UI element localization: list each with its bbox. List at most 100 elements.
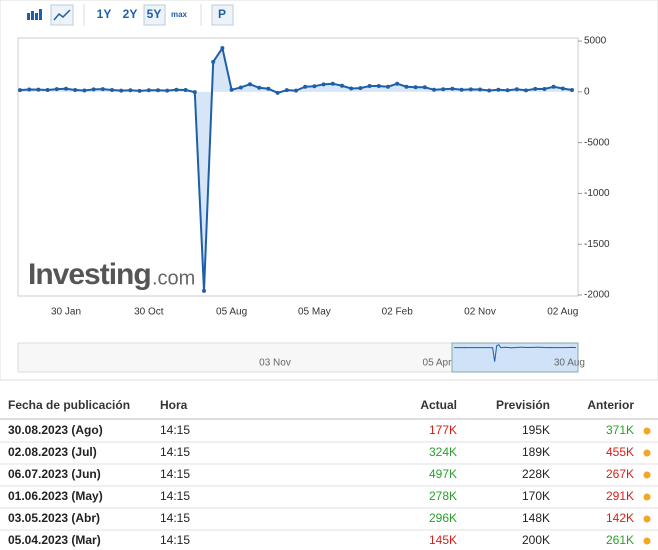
previous-cell: 261K (606, 533, 634, 547)
x-tick-label: 30 Jan (51, 307, 81, 318)
previous-cell: 371K (606, 423, 634, 437)
point (128, 88, 133, 93)
point (422, 85, 427, 90)
x-tick-label: 05 May (298, 307, 331, 318)
point (54, 87, 59, 92)
y-tick-label: -2000 (584, 290, 610, 301)
table-header: Previsión (496, 398, 550, 412)
point (312, 84, 317, 89)
actual-cell: 497K (429, 467, 457, 481)
actual-cell: 296K (429, 511, 457, 525)
time-cell: 14:15 (160, 423, 190, 437)
navigator-label: 30 Aug (554, 358, 585, 369)
point (459, 87, 464, 92)
point (91, 87, 96, 92)
forecast-cell: 148K (522, 511, 550, 525)
x-tick-label: 05 Aug (216, 307, 247, 318)
point (64, 86, 68, 91)
point (73, 88, 78, 93)
point (174, 87, 179, 92)
point (496, 87, 501, 92)
date-cell: 06.07.2023 (Jun) (8, 467, 101, 481)
point (36, 87, 41, 92)
point (284, 88, 289, 93)
time-cell: 14:15 (160, 511, 190, 525)
point (441, 87, 446, 92)
point (570, 88, 574, 93)
navigator-line (453, 344, 577, 362)
point (257, 85, 262, 90)
navigator-label: 05 Apr (423, 358, 453, 369)
forecast-cell: 195K (522, 423, 550, 437)
range-button[interactable]: 1Y (97, 7, 112, 21)
point (533, 86, 538, 91)
x-tick-label: 02 Feb (382, 307, 414, 318)
table-header: Anterior (587, 398, 634, 412)
status-dot (643, 449, 651, 457)
y-tick-label: -1500 (584, 239, 610, 250)
point (27, 87, 32, 92)
range-button[interactable]: P (218, 7, 226, 21)
forecast-cell: 200K (522, 533, 550, 547)
point (524, 88, 528, 93)
point (468, 87, 473, 92)
range-button[interactable]: max (171, 10, 188, 19)
y-tick-label: -1000 (584, 188, 610, 199)
watermark: Investing (28, 258, 151, 291)
point (165, 88, 170, 93)
point (478, 87, 482, 92)
x-tick-label: 02 Nov (464, 307, 496, 318)
table-header: Hora (160, 398, 188, 412)
chart-panel (0, 0, 658, 381)
forecast-cell: 189K (522, 445, 550, 459)
point (321, 82, 326, 87)
range-button[interactable]: 5Y (147, 7, 162, 21)
time-cell: 14:15 (160, 533, 190, 547)
y-tick-label: 0 (584, 86, 590, 97)
navigator-label: 03 Nov (259, 358, 291, 369)
point (349, 86, 354, 91)
point (367, 84, 372, 89)
point (542, 87, 547, 92)
watermark-suffix: .com (152, 267, 195, 289)
forecast-cell: 228K (522, 467, 550, 481)
point (248, 82, 252, 87)
table-header: Actual (420, 398, 457, 412)
point (100, 87, 105, 92)
point (340, 83, 344, 88)
point (110, 88, 114, 93)
line-icon[interactable] (50, 4, 74, 26)
previous-cell: 455K (606, 445, 634, 459)
point (505, 88, 510, 93)
previous-cell: 291K (606, 489, 634, 503)
x-tick-label: 30 Oct (134, 307, 164, 318)
point (560, 86, 565, 91)
time-cell: 14:15 (160, 445, 190, 459)
actual-cell: 278K (429, 489, 457, 503)
actual-cell: 177K (429, 423, 457, 437)
point (386, 84, 390, 89)
point (413, 85, 418, 90)
status-dot (643, 471, 651, 479)
point (137, 88, 142, 93)
point (450, 86, 455, 91)
plot-frame (17, 37, 579, 297)
point (119, 88, 124, 93)
point (183, 88, 188, 93)
point (551, 84, 556, 89)
status-dot (643, 493, 651, 501)
date-cell: 02.08.2023 (Jul) (8, 445, 97, 459)
point (358, 86, 363, 91)
point (432, 87, 436, 92)
point (192, 90, 197, 95)
y-tick-label: -5000 (584, 137, 610, 148)
forecast-cell: 170K (522, 489, 550, 503)
date-cell: 05.04.2023 (Mar) (8, 533, 101, 547)
point (376, 84, 381, 89)
point (238, 85, 243, 90)
status-dot (643, 537, 651, 545)
previous-cell: 267K (606, 467, 634, 481)
point (330, 81, 335, 86)
range-button[interactable]: 2Y (123, 7, 138, 21)
point (45, 88, 50, 93)
